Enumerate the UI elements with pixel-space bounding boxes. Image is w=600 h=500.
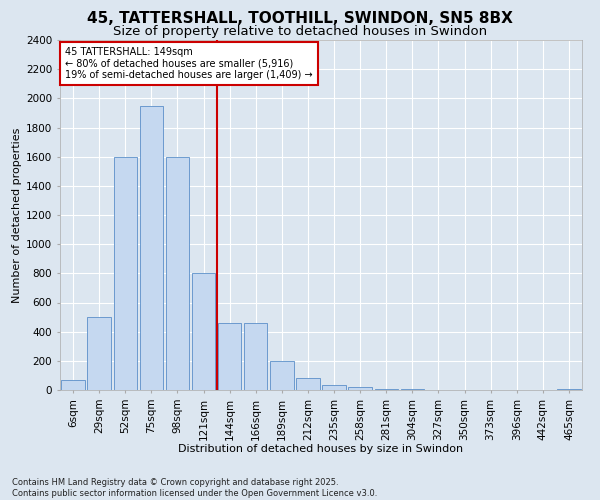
Bar xyxy=(557,388,581,390)
Text: 45, TATTERSHALL, TOOTHILL, SWINDON, SN5 8BX: 45, TATTERSHALL, TOOTHILL, SWINDON, SN5 … xyxy=(87,11,513,26)
Bar xyxy=(401,389,424,390)
Bar xyxy=(322,385,346,390)
X-axis label: Distribution of detached houses by size in Swindon: Distribution of detached houses by size … xyxy=(178,444,464,454)
Bar xyxy=(166,156,189,390)
Text: 45 TATTERSHALL: 149sqm
← 80% of detached houses are smaller (5,916)
19% of semi-: 45 TATTERSHALL: 149sqm ← 80% of detached… xyxy=(65,47,313,80)
Bar xyxy=(270,361,293,390)
Bar xyxy=(218,323,241,390)
Bar xyxy=(192,274,215,390)
Bar xyxy=(349,387,372,390)
Y-axis label: Number of detached properties: Number of detached properties xyxy=(12,128,22,302)
Bar xyxy=(113,156,137,390)
Bar xyxy=(88,317,111,390)
Bar xyxy=(374,388,398,390)
Bar xyxy=(140,106,163,390)
Text: Size of property relative to detached houses in Swindon: Size of property relative to detached ho… xyxy=(113,25,487,38)
Bar xyxy=(61,380,85,390)
Bar xyxy=(296,378,320,390)
Bar xyxy=(244,323,268,390)
Text: Contains HM Land Registry data © Crown copyright and database right 2025.
Contai: Contains HM Land Registry data © Crown c… xyxy=(12,478,377,498)
